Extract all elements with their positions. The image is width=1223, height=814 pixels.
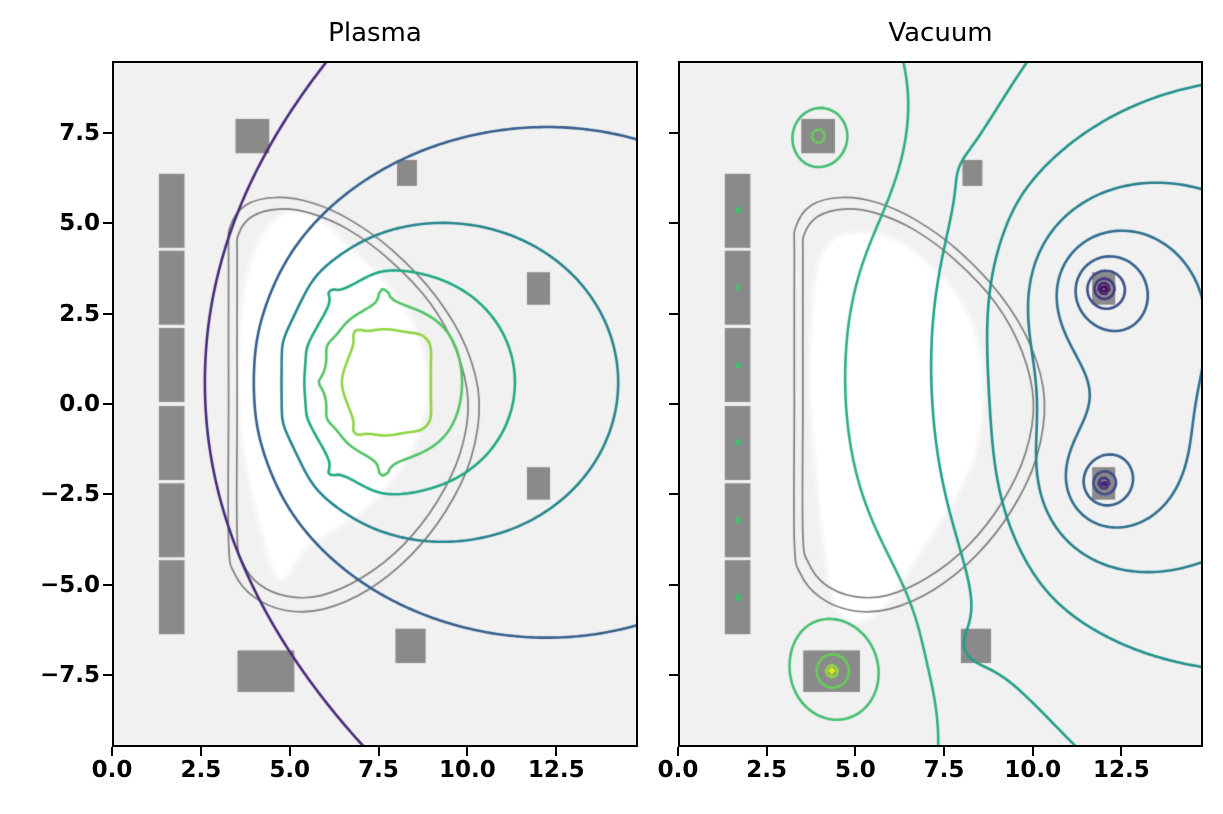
y-tick-label: −2.5	[39, 481, 100, 508]
x-tick-mark	[555, 747, 558, 756]
y-tick-mark	[669, 493, 678, 496]
y-tick-label: −7.5	[39, 661, 100, 688]
vacuum-contour-plot	[678, 61, 1203, 747]
x-tick-label: 10.0	[1004, 757, 1062, 783]
y-tick-mark	[669, 222, 678, 225]
x-tick-label: 5.0	[269, 757, 311, 783]
x-tick-label: 2.5	[180, 757, 222, 783]
y-tick-label: 5.0	[59, 210, 100, 237]
x-tick-mark	[1031, 747, 1034, 756]
y-tick-mark	[103, 493, 112, 496]
x-tick-mark	[288, 747, 291, 756]
x-tick-mark	[1120, 747, 1123, 756]
x-tick-label: 7.5	[923, 757, 965, 783]
y-tick-mark	[669, 312, 678, 315]
x-tick-mark	[111, 747, 113, 756]
x-tick-mark	[854, 747, 857, 756]
vacuum-panel-title: Vacuum	[888, 18, 993, 48]
y-tick-mark	[103, 132, 112, 135]
y-tick-mark	[103, 583, 112, 586]
plasma-panel-title: Plasma	[328, 18, 422, 48]
y-tick-label: 7.5	[59, 120, 100, 147]
y-tick-mark	[103, 222, 112, 225]
x-tick-mark	[677, 747, 679, 756]
y-tick-mark	[669, 403, 678, 405]
y-tick-label: 2.5	[59, 300, 100, 327]
x-tick-label: 7.5	[358, 757, 399, 783]
x-tick-label: 2.5	[746, 757, 788, 783]
y-tick-label: 0.0	[59, 391, 100, 417]
x-tick-label: 5.0	[834, 757, 876, 783]
y-tick-mark	[103, 312, 112, 315]
x-tick-label: 12.5	[1093, 757, 1150, 783]
y-tick-mark	[669, 583, 678, 586]
plasma-contour-plot	[112, 61, 638, 747]
y-tick-label: −5.0	[39, 571, 100, 598]
x-tick-label: 0.0	[657, 757, 699, 783]
x-tick-mark	[466, 747, 469, 756]
y-tick-mark	[103, 673, 112, 676]
x-tick-mark	[943, 747, 946, 756]
y-tick-mark	[669, 132, 678, 135]
x-tick-label: 0.0	[91, 757, 133, 783]
y-tick-mark	[103, 403, 112, 405]
x-tick-label: 12.5	[527, 757, 585, 783]
y-tick-mark	[669, 673, 678, 676]
x-tick-mark	[765, 747, 768, 756]
x-tick-label: 10.0	[439, 757, 496, 783]
x-tick-mark	[377, 747, 380, 756]
x-tick-mark	[199, 747, 202, 756]
